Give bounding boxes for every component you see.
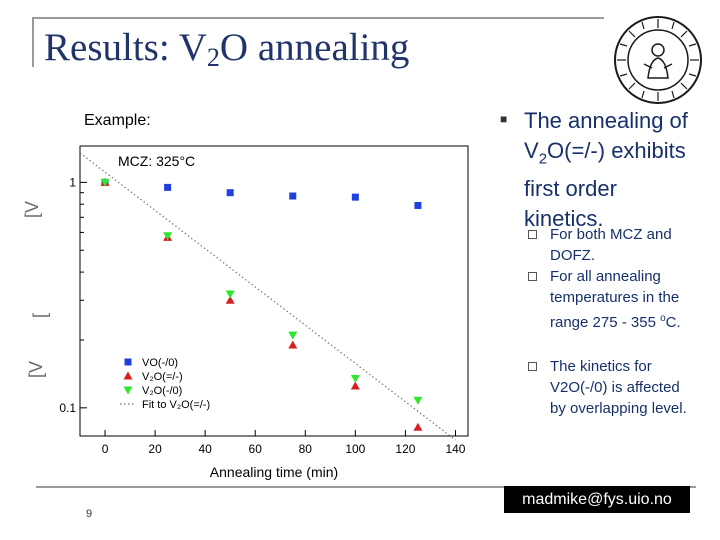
svg-text:[V: [V [26,361,46,378]
x-axis: 0 20 40 60 80 100 120 140 [102,430,466,456]
data-point-square [414,201,422,209]
data-point-triangle-down [163,232,173,241]
example-label: Example: [84,112,151,129]
svg-text:[: [ [30,313,50,318]
square-bullet-icon [528,272,537,281]
legend-label: Fit to V₂O(=/-) [142,399,210,411]
y-tick-label: 1 [69,175,76,189]
x-tick-label: 60 [249,442,263,456]
chart-svg: [V [V [ 0 20 40 60 80 100 120 140 10.1 MCZ: 325… [22,145,469,480]
legend-swatch-marker [123,386,133,395]
data-point-triangle-up [288,340,298,349]
title-frame-top-rule [32,17,604,19]
email-contact: madmike@fys.uio.no [504,486,690,513]
legend-label: V₂O(=/-) [142,371,183,383]
page-number: 9 [86,508,93,520]
data-point-square [289,192,297,200]
annealing-chart: [V [V [ 0 20 40 60 80 100 120 140 1 0.1 MCZ: 325… [22,138,484,488]
faint-y-axis-artifacts: [V [V [ [22,201,50,378]
y-tick-label: 0.1 [59,401,76,415]
data-point-triangle-down [225,290,235,299]
footer-rule [36,486,696,488]
x-tick-label: 40 [198,442,212,456]
sub-bullet-item: The kinetics for V2O(-/0) is affected by… [528,356,698,419]
data-point-square [226,189,234,197]
data-point-square [164,183,172,191]
x-tick-label: 100 [345,442,365,456]
square-bullet-icon [528,362,537,371]
sub-bullet-item: For all annealing temperatures in the ra… [528,266,698,356]
fit-line-layer [79,152,456,441]
x-tick-label: 20 [148,442,162,456]
x-tick-label: 120 [395,442,415,456]
chart-legend: VO(-/0) V₂O(=/-) V₂O(-/0) Fit to V₂O(=/-) [120,357,210,411]
page-title: Results: V2O annealing [44,26,410,72]
x-tick-label: 140 [445,442,465,456]
title-frame-left-rule [32,17,34,67]
y-axis: 10.1 [59,175,87,415]
legend-label: V₂O(-/0) [142,385,182,397]
data-marks [100,177,423,431]
legend-swatch-marker [123,371,133,380]
chart-annotation: MCZ: 325°C [118,153,195,169]
main-bullet-marker: ■ [500,112,508,126]
data-point-square [351,193,359,201]
data-point-triangle-up [413,422,423,431]
legend-label: VO(-/0) [142,357,178,369]
main-bullet-text: The annealing of V2O(=/-) exhibits first… [524,108,688,232]
plot-area [79,145,469,437]
data-point-triangle-down [288,331,298,340]
sub-bullet-list: For both MCZ and DOFZ. For all annealing… [528,224,698,419]
data-point-triangle-up [225,295,235,304]
x-tick-label: 0 [102,442,109,456]
x-tick-label: 80 [299,442,313,456]
data-point-triangle-down [100,178,110,187]
square-bullet-icon [528,230,537,239]
x-axis-label: Annealing time (min) [210,464,338,480]
data-point-triangle-down [413,396,423,405]
sub-bullet-item: For both MCZ and DOFZ. [528,224,698,266]
svg-text:[V: [V [24,201,42,218]
data-point-triangle-up [350,381,360,390]
legend-swatch-marker [124,358,132,366]
university-seal-logo [612,14,704,111]
data-point-triangle-down [350,374,360,383]
fit-line [79,152,456,441]
